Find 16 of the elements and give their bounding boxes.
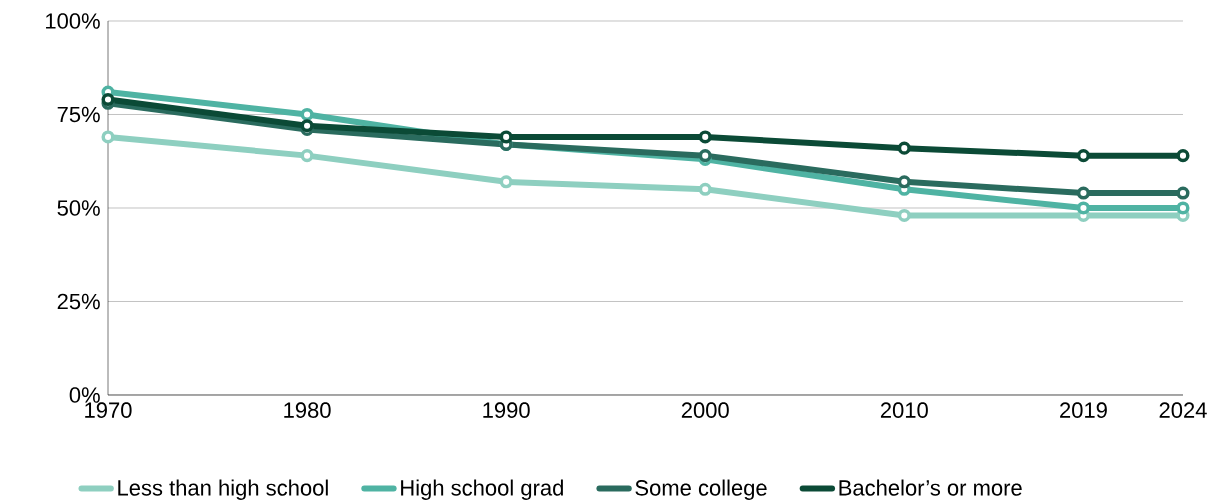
x-tick-label: 2019 (1060, 402, 1107, 418)
x-tick-label: 1990 (483, 402, 530, 418)
x-tick-label: 1970 (85, 402, 132, 418)
y-tick-label: 50% (57, 200, 100, 216)
x-tick-label: 1980 (284, 402, 331, 418)
legend-label: Some college (635, 479, 767, 501)
legend-label: Less than high school (118, 479, 328, 501)
y-tick-label: 75% (57, 106, 100, 123)
y-tick-label: 100% (46, 13, 100, 29)
legend-label: Bachelor’s or more (839, 479, 1022, 496)
x-tick-label: 2010 (880, 402, 928, 418)
x-tick-label: 2000 (681, 402, 729, 418)
y-tick-label: 0% (69, 387, 100, 403)
y-tick-label: 25% (57, 293, 100, 310)
x-tick-label: 2024 (1159, 402, 1207, 418)
legend-label: High school grad (401, 479, 563, 501)
